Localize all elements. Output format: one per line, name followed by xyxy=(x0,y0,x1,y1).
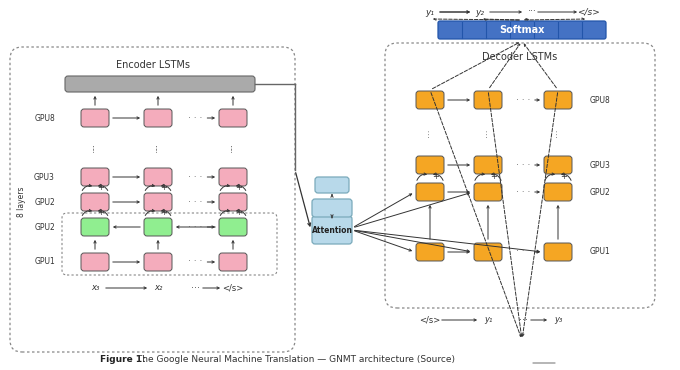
FancyBboxPatch shape xyxy=(219,109,247,127)
FancyBboxPatch shape xyxy=(544,183,572,201)
Text: ···: ··· xyxy=(483,128,492,137)
Text: Attention: Attention xyxy=(311,225,352,235)
FancyBboxPatch shape xyxy=(144,253,172,271)
FancyBboxPatch shape xyxy=(544,243,572,261)
FancyBboxPatch shape xyxy=(144,168,172,186)
Text: 8 layers: 8 layers xyxy=(18,187,27,217)
Text: · · ·: · · · xyxy=(516,161,530,169)
Text: GPU8: GPU8 xyxy=(590,95,611,104)
Text: · · ·: · · · xyxy=(188,172,203,182)
FancyBboxPatch shape xyxy=(438,21,606,39)
FancyBboxPatch shape xyxy=(81,109,109,127)
Text: · · ·: · · · xyxy=(188,258,203,266)
Text: +: + xyxy=(235,183,242,192)
FancyBboxPatch shape xyxy=(544,91,572,109)
Text: GPU3: GPU3 xyxy=(590,161,611,169)
Text: ···: ··· xyxy=(90,143,99,152)
FancyBboxPatch shape xyxy=(144,193,172,211)
Text: Decoder LSTMs: Decoder LSTMs xyxy=(482,52,558,62)
FancyBboxPatch shape xyxy=(544,156,572,174)
FancyBboxPatch shape xyxy=(474,183,502,201)
Text: ···: ··· xyxy=(554,128,562,137)
FancyBboxPatch shape xyxy=(219,218,247,236)
Text: +: + xyxy=(160,183,167,192)
Text: ···: ··· xyxy=(426,128,435,137)
Text: · · ·: · · · xyxy=(516,95,530,104)
Text: · · ·: · · · xyxy=(188,198,203,206)
Text: +: + xyxy=(97,183,104,192)
FancyBboxPatch shape xyxy=(312,216,352,244)
Text: Encoder LSTMs: Encoder LSTMs xyxy=(116,60,190,70)
Text: ···: ··· xyxy=(228,144,237,151)
Text: ···: ··· xyxy=(154,143,163,152)
FancyBboxPatch shape xyxy=(65,76,255,92)
FancyBboxPatch shape xyxy=(416,91,444,109)
Text: The Google Neural Machine Translation — GNMT architecture (Source): The Google Neural Machine Translation — … xyxy=(134,356,455,364)
Text: · · ·: · · · xyxy=(516,248,530,256)
Text: </s>: </s> xyxy=(577,7,599,17)
Text: ···: ··· xyxy=(528,7,537,17)
Text: GPU2: GPU2 xyxy=(34,222,55,232)
FancyBboxPatch shape xyxy=(416,183,444,201)
Text: GPU8: GPU8 xyxy=(34,114,55,122)
Text: Figure 1:: Figure 1: xyxy=(100,356,146,364)
FancyBboxPatch shape xyxy=(144,109,172,127)
Text: y₃: y₃ xyxy=(554,316,562,324)
Text: ···: ··· xyxy=(228,143,237,152)
Text: x₃: x₃ xyxy=(91,283,99,293)
Text: GPU2: GPU2 xyxy=(590,188,611,196)
Text: Softmax: Softmax xyxy=(499,25,545,35)
FancyBboxPatch shape xyxy=(219,253,247,271)
Text: ···: ··· xyxy=(518,315,528,325)
Text: · · ·: · · · xyxy=(516,188,530,196)
Text: +: + xyxy=(490,172,497,181)
Text: +: + xyxy=(160,208,167,217)
Text: ···: ··· xyxy=(190,283,199,293)
Text: ···: ··· xyxy=(90,144,99,151)
FancyBboxPatch shape xyxy=(315,177,349,193)
Text: y₁: y₁ xyxy=(426,7,435,17)
FancyBboxPatch shape xyxy=(474,156,502,174)
Text: </s>: </s> xyxy=(420,316,441,324)
Text: +: + xyxy=(235,208,242,217)
Text: GPU1: GPU1 xyxy=(34,258,55,266)
FancyBboxPatch shape xyxy=(81,193,109,211)
Text: ···: ··· xyxy=(154,144,163,151)
FancyBboxPatch shape xyxy=(219,193,247,211)
Text: x₂: x₂ xyxy=(154,283,163,293)
Text: </s>: </s> xyxy=(222,283,243,293)
Text: +: + xyxy=(432,172,439,181)
FancyBboxPatch shape xyxy=(81,253,109,271)
FancyBboxPatch shape xyxy=(81,168,109,186)
Text: · · ·: · · · xyxy=(188,114,203,122)
Text: · · ·: · · · xyxy=(188,222,203,232)
FancyBboxPatch shape xyxy=(474,91,502,109)
FancyBboxPatch shape xyxy=(474,243,502,261)
Text: +: + xyxy=(97,208,104,217)
FancyBboxPatch shape xyxy=(312,199,352,217)
FancyBboxPatch shape xyxy=(416,243,444,261)
FancyBboxPatch shape xyxy=(81,218,109,236)
Text: GPU3: GPU3 xyxy=(34,172,55,182)
Text: GPU2: GPU2 xyxy=(34,198,55,206)
Text: y₁: y₁ xyxy=(483,316,492,324)
FancyBboxPatch shape xyxy=(416,156,444,174)
FancyBboxPatch shape xyxy=(219,168,247,186)
Text: y₂: y₂ xyxy=(475,7,484,17)
Text: +: + xyxy=(560,172,567,181)
FancyBboxPatch shape xyxy=(144,218,172,236)
Text: GPU1: GPU1 xyxy=(590,248,611,256)
